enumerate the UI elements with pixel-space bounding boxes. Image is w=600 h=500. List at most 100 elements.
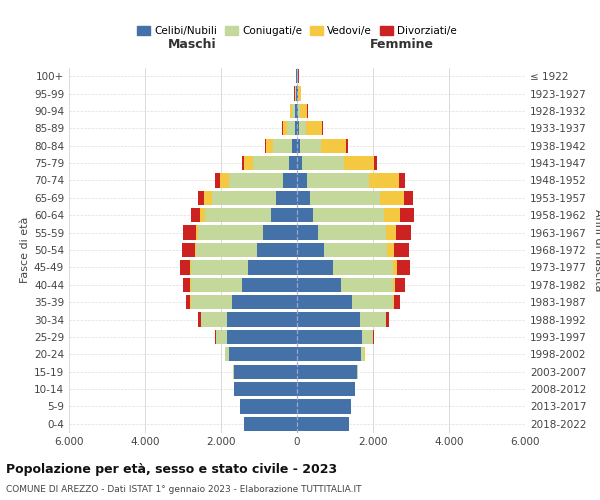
Bar <box>196 243 257 257</box>
Bar <box>386 312 389 326</box>
Bar <box>333 260 393 274</box>
Bar <box>297 138 300 153</box>
Text: Popolazione per età, sesso e stato civile - 2023: Popolazione per età, sesso e stato civil… <box>6 462 337 475</box>
Bar <box>295 121 297 136</box>
Bar <box>297 243 323 257</box>
Legend: Celibi/Nubili, Coniugati/e, Vedovi/e, Divorziati/e: Celibi/Nubili, Coniugati/e, Vedovi/e, Di… <box>133 22 461 40</box>
Bar <box>274 138 292 153</box>
Bar <box>182 243 194 257</box>
Bar <box>227 330 297 344</box>
Bar <box>305 121 322 136</box>
Bar <box>253 156 289 170</box>
Bar <box>212 190 276 205</box>
Bar <box>180 260 190 274</box>
Bar <box>225 347 229 362</box>
Bar <box>346 138 348 153</box>
Bar <box>297 190 310 205</box>
Bar <box>297 347 361 362</box>
Bar <box>297 156 302 170</box>
Bar <box>298 104 300 118</box>
Bar <box>297 260 333 274</box>
Bar <box>229 347 297 362</box>
Bar <box>227 312 297 326</box>
Bar <box>388 243 394 257</box>
Bar <box>292 138 297 153</box>
Bar <box>265 138 266 153</box>
Bar <box>396 226 411 239</box>
Bar <box>298 86 301 101</box>
Bar <box>384 208 400 222</box>
Bar <box>283 174 297 188</box>
Bar <box>361 347 364 362</box>
Bar <box>318 226 386 239</box>
Bar <box>287 121 295 136</box>
Bar <box>357 364 358 379</box>
Bar <box>235 364 297 379</box>
Bar <box>394 243 409 257</box>
Text: COMUNE DI AREZZO - Dati ISTAT 1° gennaio 2023 - Elaborazione TUTTITALIA.IT: COMUNE DI AREZZO - Dati ISTAT 1° gennaio… <box>6 485 361 494</box>
Bar <box>198 190 204 205</box>
Bar <box>321 138 346 153</box>
Bar <box>232 295 297 310</box>
Bar <box>380 190 404 205</box>
Bar <box>300 138 321 153</box>
Bar <box>200 208 205 222</box>
Bar <box>244 416 297 431</box>
Bar <box>235 382 297 396</box>
Bar <box>248 260 297 274</box>
Bar <box>282 121 283 136</box>
Bar <box>297 104 298 118</box>
Bar <box>191 208 200 222</box>
Bar <box>297 400 351 413</box>
Bar <box>276 190 297 205</box>
Bar <box>297 226 318 239</box>
Bar <box>198 226 263 239</box>
Bar <box>290 104 292 118</box>
Bar <box>373 330 374 344</box>
Bar <box>186 295 190 310</box>
Bar <box>393 278 395 292</box>
Bar <box>299 121 305 136</box>
Bar <box>263 226 297 239</box>
Bar <box>297 278 341 292</box>
Bar <box>257 243 297 257</box>
Bar <box>297 295 352 310</box>
Bar <box>404 190 413 205</box>
Bar <box>344 156 374 170</box>
Bar <box>300 104 307 118</box>
Bar <box>242 278 297 292</box>
Bar <box>296 86 297 101</box>
Bar <box>297 174 307 188</box>
Bar <box>394 295 400 310</box>
Bar <box>393 260 397 274</box>
Bar <box>215 330 216 344</box>
Bar <box>323 243 388 257</box>
Bar <box>295 86 296 101</box>
Y-axis label: Fasce di età: Fasce di età <box>20 217 30 283</box>
Bar <box>393 295 394 310</box>
Bar <box>266 138 274 153</box>
Bar <box>297 364 357 379</box>
Bar <box>362 330 373 344</box>
Bar <box>297 382 355 396</box>
Bar <box>184 278 190 292</box>
Bar <box>297 416 349 431</box>
Bar <box>233 364 235 379</box>
Bar <box>220 174 229 188</box>
Bar <box>352 295 393 310</box>
Bar <box>198 312 201 326</box>
Bar <box>400 208 414 222</box>
Bar <box>369 174 399 188</box>
Bar <box>310 190 380 205</box>
Bar <box>374 156 377 170</box>
Bar <box>292 104 295 118</box>
Bar <box>217 330 227 344</box>
Bar <box>395 278 404 292</box>
Bar <box>302 156 344 170</box>
Bar <box>289 156 297 170</box>
Bar <box>191 278 242 292</box>
Bar <box>201 312 227 326</box>
Bar <box>194 243 196 257</box>
Bar <box>313 208 384 222</box>
Bar <box>205 208 271 222</box>
